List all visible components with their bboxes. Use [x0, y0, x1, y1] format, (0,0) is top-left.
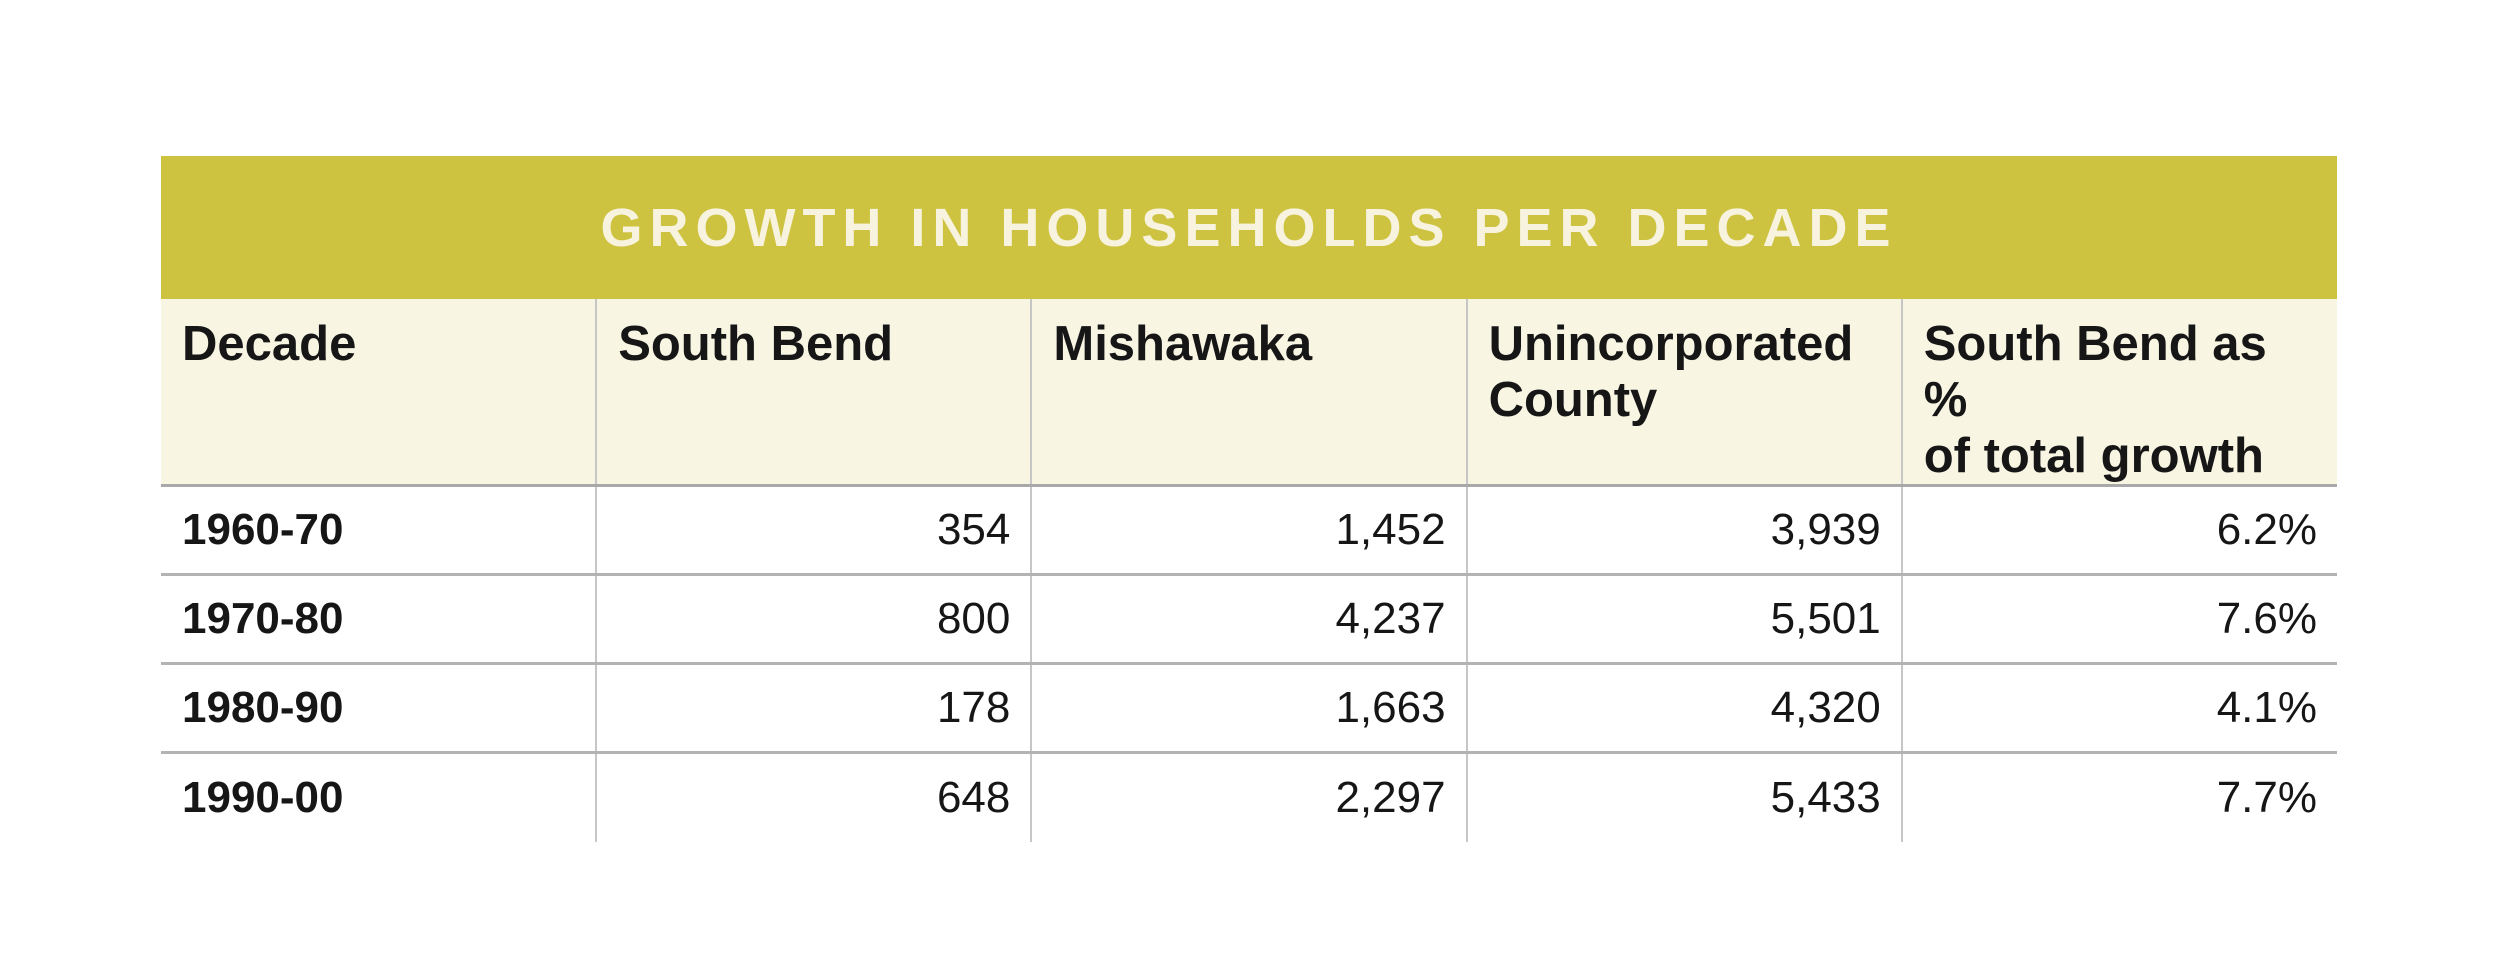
cell-unincorporated-county: 4,320 — [1465, 663, 1902, 754]
cell-south-bend: 354 — [595, 485, 1032, 576]
header-row: Decade South Bend Mishawaka Unincorporat… — [161, 299, 2337, 487]
households-table-card: GROWTH IN HOUSEHOLDS PER DECADE Decade S… — [161, 156, 2337, 842]
column-header-south-bend: South Bend — [595, 299, 1032, 487]
cell-decade: 1970-80 — [161, 574, 597, 665]
table-row-1970-80: 1970-80 800 4,237 5,501 7.6% — [161, 574, 2337, 665]
cell-unincorporated-county: 5,501 — [1465, 574, 1902, 665]
cell-decade: 1980-90 — [161, 663, 597, 754]
cell-decade: 1960-70 — [161, 485, 597, 576]
cell-south-bend-pct: 7.6% — [1900, 574, 2337, 665]
cell-mishawaka: 2,297 — [1030, 752, 1467, 842]
cell-south-bend-pct: 6.2% — [1900, 485, 2337, 576]
cell-mishawaka: 1,452 — [1030, 485, 1467, 576]
table-row-1980-90: 1980-90 178 1,663 4,320 4.1% — [161, 663, 2337, 754]
cell-decade: 1990-00 — [161, 752, 597, 842]
table-title: GROWTH IN HOUSEHOLDS PER DECADE — [600, 197, 1898, 258]
column-header-south-bend-pct: South Bend as % of total growth — [1900, 299, 2337, 487]
cell-unincorporated-county: 5,433 — [1465, 752, 1902, 842]
cell-south-bend-pct: 4.1% — [1900, 663, 2337, 754]
cell-unincorporated-county: 3,939 — [1465, 485, 1902, 576]
column-header-mishawaka: Mishawaka — [1030, 299, 1467, 487]
table-row-1960-70: 1960-70 354 1,452 3,939 6.2% — [161, 485, 2337, 576]
table-row-1990-00: 1990-00 648 2,297 5,433 7.7% — [161, 752, 2337, 842]
table-title-bar: GROWTH IN HOUSEHOLDS PER DECADE — [161, 156, 2337, 299]
cell-south-bend: 800 — [595, 574, 1032, 665]
cell-south-bend-pct: 7.7% — [1900, 752, 2337, 842]
households-table: Decade South Bend Mishawaka Unincorporat… — [161, 299, 2337, 842]
cell-south-bend: 648 — [595, 752, 1032, 842]
cell-mishawaka: 1,663 — [1030, 663, 1467, 754]
cell-mishawaka: 4,237 — [1030, 574, 1467, 665]
cell-south-bend: 178 — [595, 663, 1032, 754]
column-header-unincorporated-county: Unincorporated County — [1465, 299, 1902, 487]
column-header-decade: Decade — [161, 299, 597, 487]
